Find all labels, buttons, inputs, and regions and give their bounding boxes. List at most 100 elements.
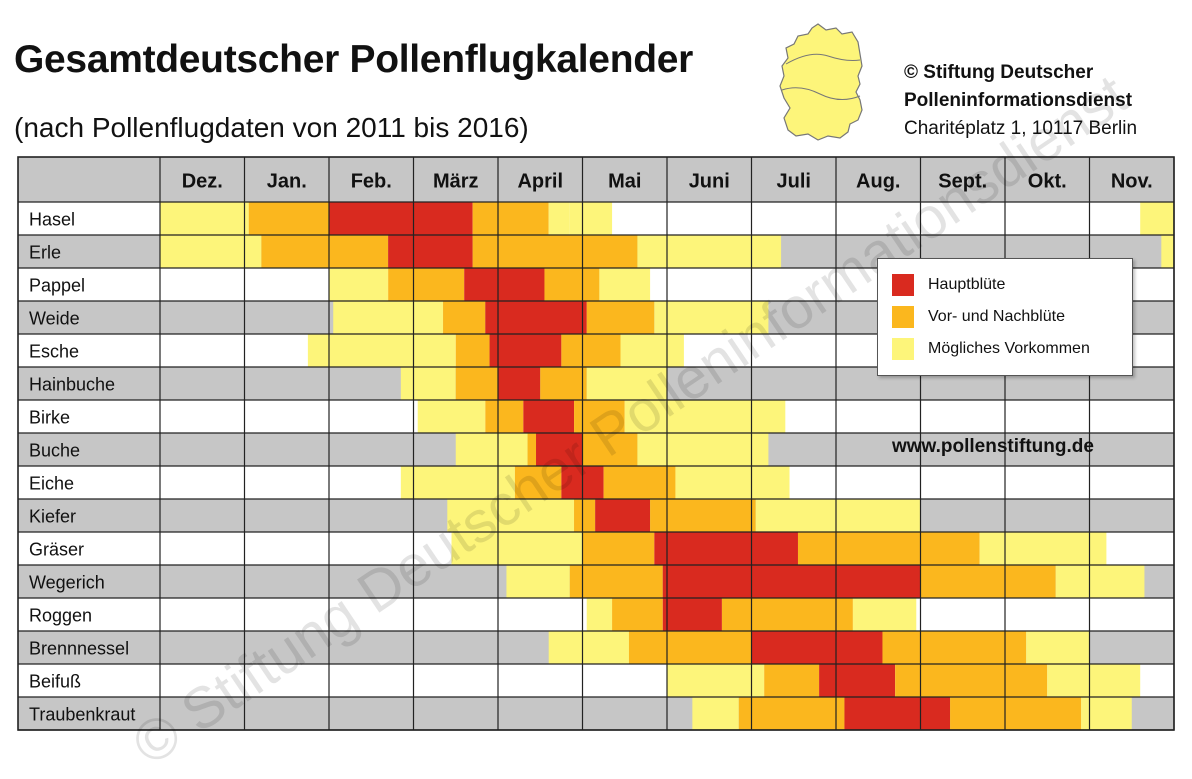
header-band	[18, 157, 1174, 202]
pollen-segment	[544, 268, 600, 301]
pollen-segment	[654, 301, 769, 334]
pollen-segment	[329, 202, 473, 235]
pollen-segment	[950, 697, 1082, 730]
pollen-segment	[548, 631, 629, 664]
legend-item-hauptbluete: Hauptblüte	[892, 272, 1005, 298]
pollen-segment	[1140, 202, 1174, 235]
pollen-segment	[333, 301, 444, 334]
plant-label: Kiefer	[29, 507, 76, 527]
row-label-background	[18, 433, 160, 466]
pollen-segment	[721, 598, 853, 631]
page-title: Gesamtdeutscher Pollenflugkalender	[14, 38, 694, 81]
pollen-segment	[637, 235, 782, 268]
pollen-segment	[506, 565, 570, 598]
pollen-segment	[755, 499, 921, 532]
legend-swatch	[892, 338, 914, 360]
row-label-background	[18, 400, 160, 433]
pollen-segment	[464, 268, 498, 301]
row-label-background	[18, 532, 160, 565]
legend: Hauptblüte Vor- und Nachblüte Mögliches …	[877, 258, 1133, 376]
pollen-segment	[417, 400, 486, 433]
pollen-segment	[662, 598, 722, 631]
pollen-segment	[498, 202, 549, 235]
pollen-segment	[447, 499, 575, 532]
row-label-background	[18, 499, 160, 532]
row-label-background	[18, 268, 160, 301]
pollen-segment	[523, 400, 575, 433]
pollen-segment	[1026, 631, 1090, 664]
pollen-segment	[472, 202, 498, 235]
pollen-segment	[882, 631, 1027, 664]
pollen-segment	[603, 466, 676, 499]
pollen-segment	[920, 565, 1056, 598]
pollen-segment	[654, 532, 798, 565]
row-label-background	[18, 334, 160, 367]
pollen-segment	[485, 301, 587, 334]
month-label: Juli	[777, 171, 811, 193]
pollen-segment	[650, 499, 756, 532]
pollen-segment	[388, 268, 465, 301]
month-label: Aug.	[856, 171, 900, 193]
copyright-line-1: © Stiftung Deutscher	[904, 62, 1094, 83]
month-label: Dez.	[182, 171, 223, 193]
germany-map-icon	[779, 23, 863, 141]
address: Charitéplatz 1, 10117 Berlin	[904, 118, 1138, 139]
row-label-background	[18, 367, 160, 400]
row-label-background	[18, 466, 160, 499]
legend-swatch	[892, 306, 914, 328]
legend-label: Mögliches Vorkommen	[928, 340, 1090, 357]
pollen-segment	[797, 532, 980, 565]
pollen-segment	[586, 301, 655, 334]
plant-label: Erle	[29, 243, 61, 263]
row-label-background	[18, 301, 160, 334]
pollen-segment	[979, 532, 1107, 565]
pollen-segment	[548, 202, 570, 235]
pollen-segment	[599, 268, 651, 301]
pollen-segment	[662, 565, 921, 598]
pollen-segment	[160, 235, 262, 268]
pollen-segment	[844, 697, 951, 730]
month-label: Okt.	[1028, 171, 1067, 193]
plant-label: Wegerich	[29, 573, 105, 593]
legend-swatch	[892, 274, 914, 296]
pollen-segment	[582, 433, 638, 466]
month-label: März	[433, 171, 479, 193]
pollen-segment	[400, 367, 456, 400]
plant-label: Roggen	[29, 606, 92, 626]
row-label-background	[18, 697, 160, 730]
month-label: April	[517, 171, 563, 193]
pollen-segment	[498, 268, 545, 301]
month-label: Feb.	[351, 171, 392, 193]
row-label-background	[18, 631, 160, 664]
pollen-segment	[400, 466, 515, 499]
pollen-segment	[329, 268, 389, 301]
plant-label: Hasel	[29, 210, 75, 230]
page-subtitle: (nach Pollenflugdaten von 2011 bis 2016)	[14, 112, 529, 143]
pollen-segment	[852, 598, 917, 631]
pollen-segment	[667, 664, 765, 697]
plant-label: Pappel	[29, 276, 85, 296]
pollen-segment	[692, 697, 739, 730]
pollen-segment	[569, 202, 613, 235]
pollen-segment	[595, 499, 651, 532]
pollen-segment	[569, 565, 663, 598]
row-label-background	[18, 202, 160, 235]
row-label-background	[18, 664, 160, 697]
pollen-segment	[248, 202, 329, 235]
row-label-background	[18, 565, 160, 598]
plant-label: Esche	[29, 342, 79, 362]
pollen-segment	[451, 532, 583, 565]
pollen-segment	[514, 466, 562, 499]
row-label-background	[18, 598, 160, 631]
legend-item-vor-nachbluete: Vor- und Nachblüte	[892, 304, 1065, 330]
month-label: Juni	[689, 171, 730, 193]
pollen-segment	[675, 466, 790, 499]
plant-label: Gräser	[29, 540, 84, 560]
legend-item-moegliches-vorkommen: Mögliches Vorkommen	[892, 336, 1090, 362]
pollen-segment	[472, 235, 583, 268]
pollen-segment	[455, 433, 528, 466]
pollen-segment	[307, 334, 456, 367]
pollen-segment	[1055, 565, 1145, 598]
pollen-segment	[489, 334, 562, 367]
legend-label: Hauptblüte	[928, 276, 1006, 293]
